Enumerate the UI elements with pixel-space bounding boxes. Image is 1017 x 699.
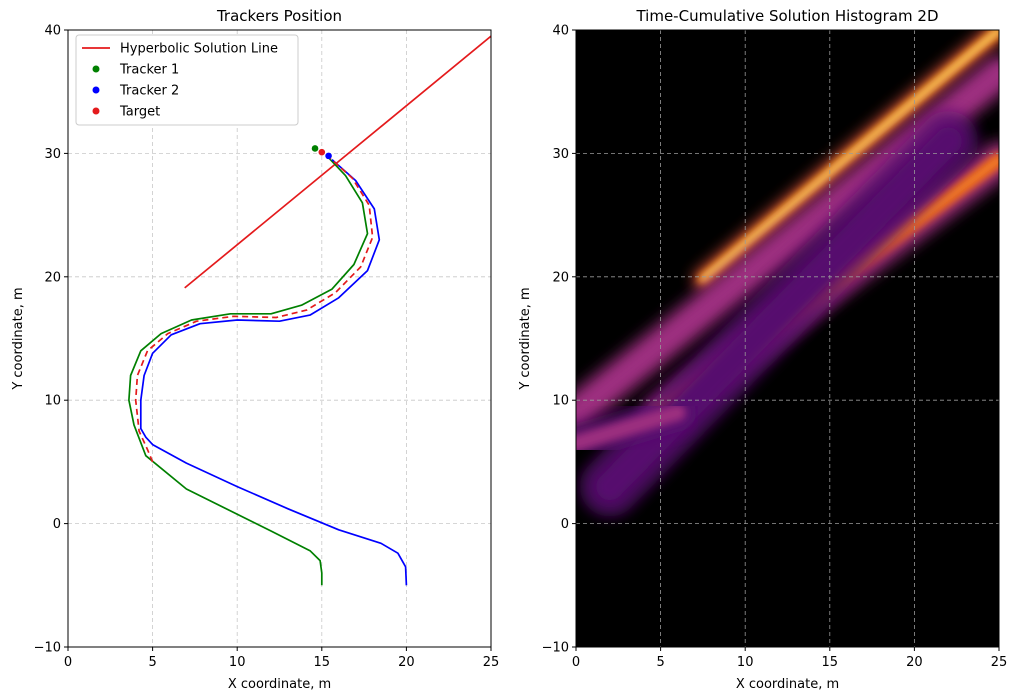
right-y-tick-label: 10 xyxy=(552,394,569,409)
left-plot-frame xyxy=(67,29,492,648)
left-y-tick-label: 30 xyxy=(44,147,61,162)
heatmap-layer xyxy=(576,30,999,517)
right-y-tick-label: 40 xyxy=(552,24,569,39)
left-chart-title: Trackers Position xyxy=(216,7,342,25)
left-y-tick-label: −10 xyxy=(34,641,61,656)
marker-point-1 xyxy=(311,145,319,152)
legend: Hyperbolic Solution Line Tracker 1 Tracker… xyxy=(75,34,299,126)
marker-point-3 xyxy=(318,148,326,156)
right-x-tick-label: 25 xyxy=(991,655,1008,670)
series-line-1 xyxy=(184,35,491,289)
left-y-tick-label: 20 xyxy=(44,270,61,285)
right-y-axis-label: Y coordinate, m xyxy=(518,287,533,390)
left-x-tick-label: 20 xyxy=(398,655,415,670)
left-series xyxy=(128,35,491,586)
left-grid xyxy=(68,30,491,647)
left-x-axis-label: X coordinate, m xyxy=(228,677,331,692)
legend-dot-swatch xyxy=(92,86,100,94)
right-x-axis-label: X coordinate, m xyxy=(736,677,839,692)
left-x-tick-label: 15 xyxy=(314,655,331,670)
legend-dot-swatch xyxy=(92,107,100,115)
right-x-tick-label: 15 xyxy=(822,655,839,670)
series-line-2 xyxy=(128,155,369,586)
legend-label: Tracker 2 xyxy=(119,84,179,99)
right-y-tick-label: −10 xyxy=(542,641,569,656)
legend-label: Target xyxy=(119,105,160,120)
right-x-tick-label: 5 xyxy=(656,655,664,670)
marker-point-2 xyxy=(325,152,332,160)
right-y-tick-label: 30 xyxy=(552,147,569,162)
left-x-tick-label: 0 xyxy=(64,655,72,670)
right-y-tick-label: 20 xyxy=(552,270,569,285)
left-x-tick-label: 5 xyxy=(148,655,156,670)
series-line-4 xyxy=(134,157,374,463)
left-x-tick-label: 25 xyxy=(483,655,500,670)
right-x-tick-label: 10 xyxy=(737,655,754,670)
left-y-tick-label: 40 xyxy=(44,24,61,39)
legend-dot-swatch xyxy=(92,65,100,73)
legend-label: Tracker 1 xyxy=(119,63,179,78)
right-y-tick-label: 0 xyxy=(561,517,569,532)
right-x-tick-label: 0 xyxy=(572,655,580,670)
right-x-tick-label: 20 xyxy=(906,655,923,670)
legend-box xyxy=(75,34,299,126)
right-plot-frame xyxy=(575,29,1000,648)
tracker-position-chart: Trackers Position 0 5 10 15 20 25−10010203040… xyxy=(11,7,499,692)
left-y-tick-label: 0 xyxy=(53,517,61,532)
left-x-tick-label: 10 xyxy=(229,655,246,670)
series-line-3 xyxy=(139,158,408,586)
left-y-tick-label: 10 xyxy=(44,394,61,409)
histogram-chart: Time-Cumulative Solution Histogram 2D 0 5… xyxy=(518,7,1007,692)
left-y-axis-label: Y coordinate, m xyxy=(11,287,26,390)
heat-band-core-1 xyxy=(701,30,999,281)
legend-label: Hyperbolic Solution Line xyxy=(120,42,278,57)
right-grid xyxy=(576,30,999,647)
right-chart-title: Time-Cumulative Solution Histogram 2D xyxy=(635,7,938,25)
